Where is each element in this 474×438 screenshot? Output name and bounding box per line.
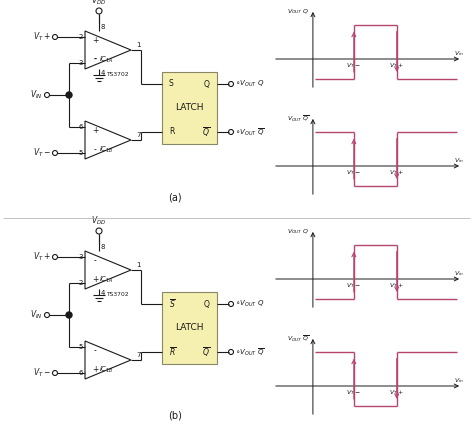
Text: $V_T+$: $V_T+$ [33, 31, 51, 43]
Text: +: + [92, 365, 98, 374]
Text: $IC_{1B}$: $IC_{1B}$ [99, 365, 113, 375]
Text: TS3702: TS3702 [106, 72, 129, 77]
Text: -: - [93, 55, 97, 64]
Polygon shape [85, 121, 131, 159]
Text: 2: 2 [79, 34, 83, 40]
Text: 6: 6 [79, 370, 83, 376]
Polygon shape [85, 341, 131, 379]
Text: 8: 8 [101, 244, 106, 250]
Text: $\overline{R}$: $\overline{R}$ [169, 346, 176, 358]
Text: $IC_{1A}$: $IC_{1A}$ [99, 275, 113, 285]
Text: $V_T+$: $V_T+$ [33, 251, 51, 263]
Text: +: + [92, 126, 98, 135]
Text: $V_{in}$: $V_{in}$ [454, 269, 464, 278]
Text: $V_{T}-$: $V_{T}-$ [346, 168, 361, 177]
Text: R: R [169, 127, 174, 137]
Text: $V_{in}$: $V_{in}$ [454, 156, 464, 165]
Text: (b): (b) [168, 410, 182, 420]
Text: +: + [92, 36, 98, 45]
Text: $\overline{Q}$: $\overline{Q}$ [202, 125, 210, 138]
Text: +: + [92, 275, 98, 284]
Text: -: - [94, 346, 96, 355]
Text: 6: 6 [79, 124, 83, 130]
Text: 4: 4 [101, 70, 105, 76]
Text: $V_{IN}$: $V_{IN}$ [30, 309, 43, 321]
Polygon shape [85, 31, 131, 69]
Text: $V_{DD}$: $V_{DD}$ [91, 0, 107, 7]
Text: Q: Q [204, 300, 210, 308]
Text: $V_{T}-$: $V_{T}-$ [346, 388, 361, 397]
Text: $\overline{S}$: $\overline{S}$ [169, 298, 176, 310]
Text: TS3702: TS3702 [106, 292, 129, 297]
Text: 4: 4 [101, 290, 105, 296]
Text: $V_{T}+$: $V_{T}+$ [389, 61, 404, 70]
Text: LATCH: LATCH [175, 324, 204, 332]
Bar [162, 292, 217, 364]
Text: $V_{OUT}\ Q$: $V_{OUT}\ Q$ [287, 7, 310, 16]
Polygon shape [85, 251, 131, 289]
Text: $\overline{Q}$: $\overline{Q}$ [202, 346, 210, 359]
Text: $V_{IN}$: $V_{IN}$ [30, 89, 43, 101]
Text: $V_{T}+$: $V_{T}+$ [389, 388, 404, 397]
Text: $V_{OUT}\ \overline{Q}$: $V_{OUT}\ \overline{Q}$ [287, 114, 310, 124]
Text: $V_{T}+$: $V_{T}+$ [389, 168, 404, 177]
Text: S: S [169, 80, 174, 88]
Text: 5: 5 [79, 344, 83, 350]
Text: $V_{in}$: $V_{in}$ [454, 376, 464, 385]
Text: (a): (a) [168, 192, 182, 202]
Text: $V_{OUT}\ \overline{Q}$: $V_{OUT}\ \overline{Q}$ [287, 334, 310, 344]
Text: -: - [94, 256, 96, 265]
Text: $V_T-$: $V_T-$ [33, 367, 51, 379]
Text: 7: 7 [136, 352, 140, 358]
Text: 3: 3 [79, 60, 83, 66]
Text: $V_T-$: $V_T-$ [33, 147, 51, 159]
Text: $\circ V_{OUT}\ Q$: $\circ V_{OUT}\ Q$ [235, 299, 264, 309]
Text: $\circ V_{OUT}\ \overline{Q}$: $\circ V_{OUT}\ \overline{Q}$ [235, 346, 264, 358]
Text: $V_{T}+$: $V_{T}+$ [389, 281, 404, 290]
Text: $V_{OUT}\ Q$: $V_{OUT}\ Q$ [287, 227, 310, 236]
Text: $IC_{1B}$: $IC_{1B}$ [99, 145, 113, 155]
Text: LATCH: LATCH [175, 103, 204, 113]
Text: $\circ V_{OUT}\ Q$: $\circ V_{OUT}\ Q$ [235, 79, 264, 89]
Text: 1: 1 [136, 42, 140, 48]
Text: $\circ V_{OUT}\ \overline{Q}$: $\circ V_{OUT}\ \overline{Q}$ [235, 126, 264, 138]
Text: 8: 8 [101, 24, 106, 30]
Text: $V_{in}$: $V_{in}$ [454, 49, 464, 58]
Text: 1: 1 [136, 262, 140, 268]
Circle shape [66, 312, 72, 318]
Text: $V_{DD}$: $V_{DD}$ [91, 215, 107, 227]
Text: -: - [94, 145, 96, 154]
Text: 5: 5 [79, 150, 83, 156]
Text: Q: Q [204, 80, 210, 88]
Text: $IC_{1A}$: $IC_{1A}$ [99, 55, 113, 65]
Circle shape [66, 92, 72, 98]
Text: 2: 2 [79, 280, 83, 286]
Text: 3: 3 [79, 254, 83, 260]
Text: $V_{T}-$: $V_{T}-$ [346, 61, 361, 70]
Text: 7: 7 [136, 132, 140, 138]
Bar [162, 72, 217, 144]
Text: $V_{T}-$: $V_{T}-$ [346, 281, 361, 290]
